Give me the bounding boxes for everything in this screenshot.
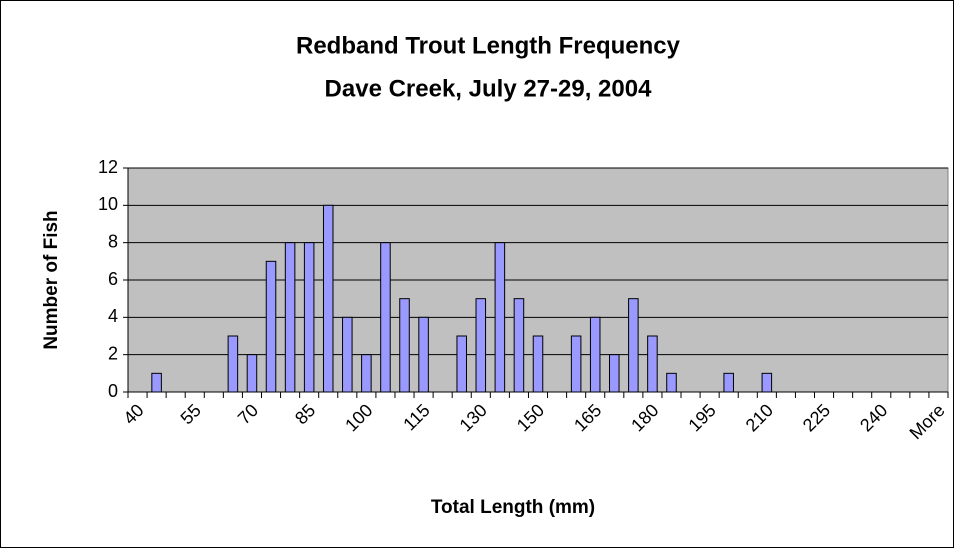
- bar: [361, 354, 372, 393]
- y-tick-label: 4: [108, 306, 118, 326]
- bar: [589, 316, 601, 393]
- bar: [609, 354, 620, 393]
- bar: [322, 204, 334, 393]
- bar: [456, 335, 467, 393]
- bar: [265, 260, 277, 393]
- bar: [303, 242, 315, 393]
- bar: [227, 335, 239, 393]
- bar: [284, 242, 296, 393]
- bar: [151, 372, 162, 393]
- y-tick-label: 10: [98, 194, 118, 214]
- bar: [666, 372, 677, 393]
- bar: [475, 298, 487, 393]
- bar: [380, 242, 391, 393]
- x-axis-title: Total Length (mm): [431, 497, 595, 518]
- bar: [399, 298, 410, 393]
- y-tick-label: 2: [108, 343, 118, 363]
- chart-title: Redband Trout Length Frequency: [296, 32, 681, 59]
- y-tick-label: 12: [98, 157, 118, 177]
- y-axis-title: Number of Fish: [41, 210, 62, 349]
- y-tick-label: 0: [108, 381, 118, 401]
- bar: [761, 372, 773, 393]
- bar: [723, 372, 734, 393]
- bar: [570, 335, 582, 393]
- y-tick-label: 6: [108, 269, 118, 289]
- bar: [647, 335, 658, 393]
- bar: [418, 316, 429, 393]
- bar: [342, 316, 353, 393]
- chart-subtitle: Dave Creek, July 27-29, 2004: [325, 75, 653, 102]
- bar: [494, 242, 506, 393]
- bar: [628, 298, 639, 393]
- y-tick-label: 8: [108, 231, 118, 251]
- bar: [246, 354, 258, 393]
- bar: [513, 298, 525, 393]
- bar: [532, 335, 544, 393]
